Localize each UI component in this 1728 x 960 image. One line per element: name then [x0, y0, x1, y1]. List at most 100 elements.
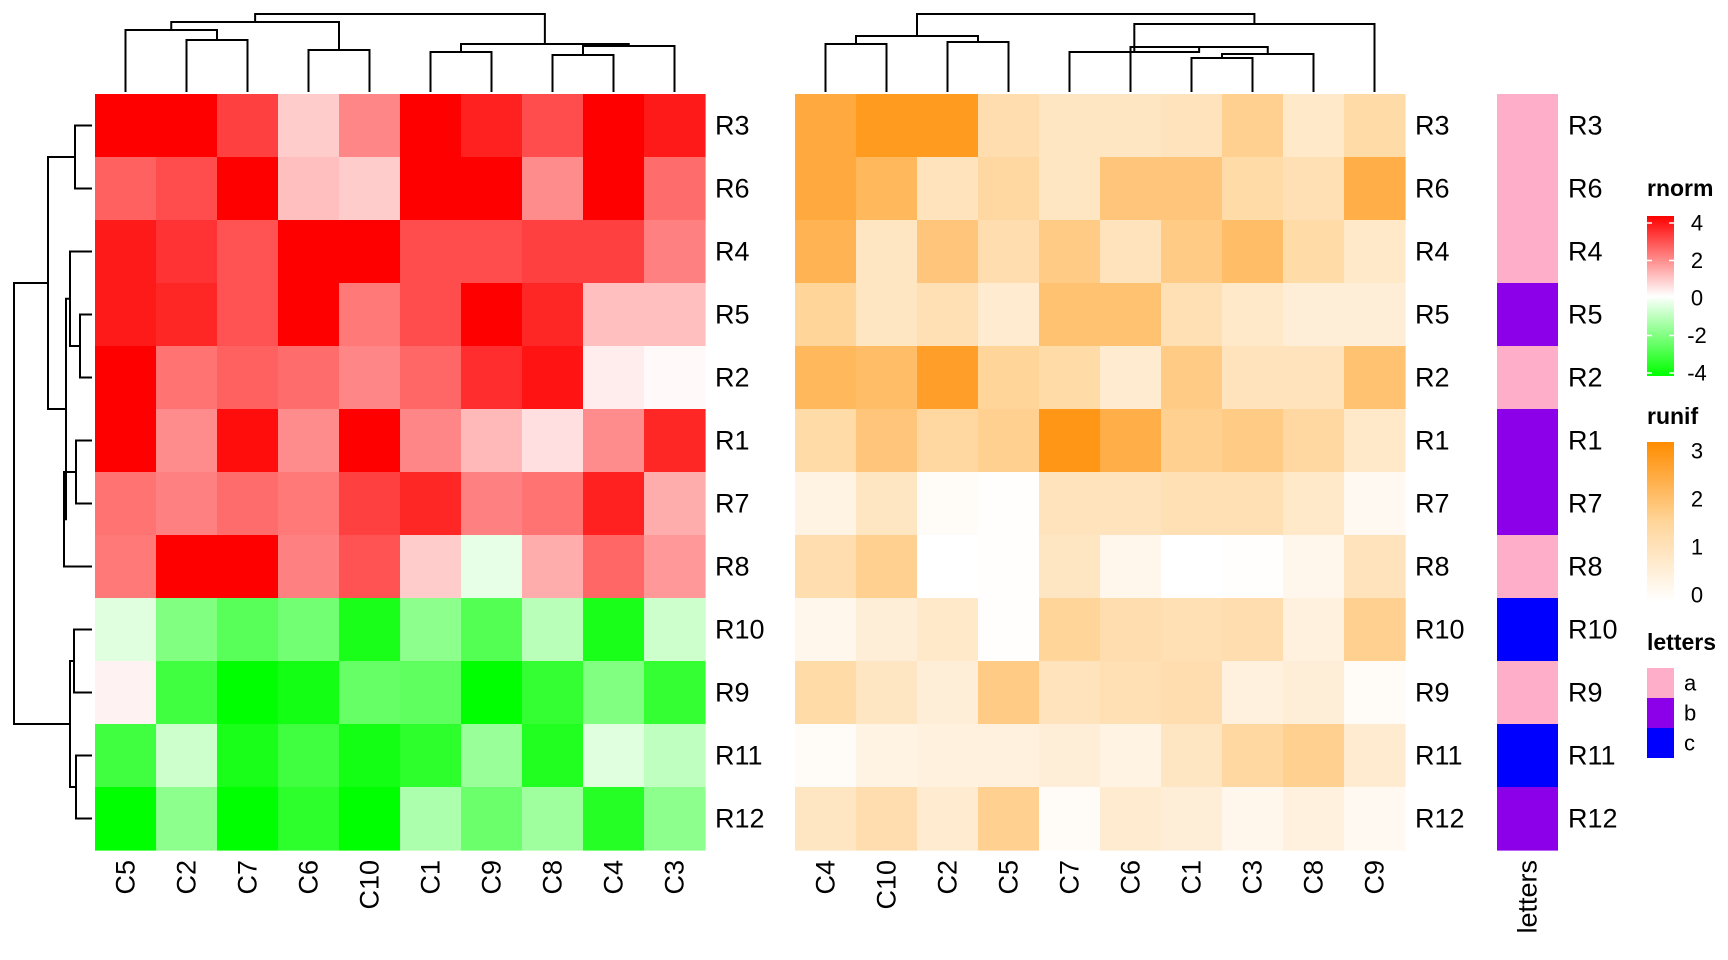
heatmap-cell-runif-R5-C4: [795, 283, 857, 347]
heatmap-cell-rnorm-R12-C7: [217, 787, 279, 851]
heatmap-cell-rnorm-R12-C8: [522, 787, 584, 851]
heatmap-cell-rnorm-R9-C2: [156, 661, 218, 725]
column-dendrogram-branch: [170, 21, 340, 50]
legend-tick-rnorm: 0: [1691, 286, 1703, 311]
column-dendrogram-branch: [254, 13, 546, 44]
column-label: C4: [599, 860, 629, 895]
heatmap-cell-rnorm-R3-C7: [217, 94, 279, 158]
heatmap-cell-rnorm-R2-C9: [461, 346, 523, 410]
row-label: R2: [1568, 363, 1603, 393]
legend-swatch-a: [1647, 668, 1674, 698]
heatmap-cell-rnorm-R8-C10: [339, 535, 401, 599]
heatmap-cell-runif-R9-C10: [856, 661, 918, 725]
heatmap-cell-runif-R9-C7: [1039, 661, 1101, 725]
heatmap-cell-runif-R2-C2: [917, 346, 979, 410]
heatmap-cell-runif-R5-C7: [1039, 283, 1101, 347]
heatmap-cell-runif-R6-C7: [1039, 157, 1101, 221]
row-label: R9: [1415, 678, 1450, 708]
heatmap-cell-runif-R3-C5: [978, 94, 1040, 158]
heatmap-cell-runif-R10-C8: [1283, 598, 1345, 662]
heatmap-cell-rnorm-R3-C6: [278, 94, 340, 158]
heatmap-cell-runif-R11-C9: [1344, 724, 1406, 788]
heatmap-cell-runif-R6-C9: [1344, 157, 1406, 221]
heatmap-cell-runif-R7-C1: [1161, 472, 1223, 536]
heatmap-cell-rnorm-R12-C6: [278, 787, 340, 851]
heatmap-cell-runif-R10-C1: [1161, 598, 1223, 662]
heatmap-cell-rnorm-R10-C1: [400, 598, 462, 662]
heatmap-cell-rnorm-R11-C6: [278, 724, 340, 788]
row-label: R8: [1568, 552, 1603, 582]
legend-swatch-b: [1647, 698, 1674, 728]
row-label: R12: [1415, 804, 1465, 834]
row-label: R4: [1568, 237, 1603, 267]
row-label: R3: [1568, 111, 1603, 141]
row-dendrogram-branch: [73, 628, 92, 694]
heatmap-cell-runif-R10-C5: [978, 598, 1040, 662]
heatmap-cell-rnorm-R1-C8: [522, 409, 584, 473]
row-label: R1: [715, 426, 750, 456]
legend-tick-runif: 1: [1691, 535, 1703, 560]
heatmap-cell-runif-R7-C8: [1283, 472, 1345, 536]
heatmap-cell-rnorm-R3-C8: [522, 94, 584, 158]
heatmap-cell-runif-R12-C6: [1100, 787, 1162, 851]
heatmap-cell-runif-R6-C1: [1161, 157, 1223, 221]
heatmap-cell-rnorm-R5-C4: [583, 283, 645, 347]
heatmap-cell-runif-R3-C3: [1222, 94, 1284, 158]
heatmap-cell-runif-R9-C2: [917, 661, 979, 725]
heatmap-cell-rnorm-R4-C5: [95, 220, 157, 284]
heatmap-cell-rnorm-R12-C1: [400, 787, 462, 851]
column-label: C9: [477, 860, 507, 895]
row-label: R3: [1415, 111, 1450, 141]
heatmap-cell-rnorm-R2-C8: [522, 346, 584, 410]
column-label: C10: [355, 860, 385, 910]
row-label: R11: [1415, 741, 1463, 771]
heatmap-cell-rnorm-R5-C6: [278, 283, 340, 347]
annotation-cell-R12: [1497, 787, 1558, 851]
heatmap-cell-rnorm-R3-C1: [400, 94, 462, 158]
heatmap-cell-rnorm-R7-C4: [583, 472, 645, 536]
heatmap-cell-runif-R1-C6: [1100, 409, 1162, 473]
heatmap-cell-rnorm-R7-C5: [95, 472, 157, 536]
heatmap-cell-runif-R1-C2: [917, 409, 979, 473]
heatmap-cell-rnorm-R8-C9: [461, 535, 523, 599]
heatmap-cell-runif-R8-C5: [978, 535, 1040, 599]
heatmap-cell-runif-R7-C2: [917, 472, 979, 536]
heatmap-cell-rnorm-R3-C2: [156, 94, 218, 158]
heatmap-cell-rnorm-R7-C8: [522, 472, 584, 536]
heatmap-cell-rnorm-R6-C5: [95, 157, 157, 221]
heatmap-cell-rnorm-R6-C1: [400, 157, 462, 221]
row-label: R2: [1415, 363, 1450, 393]
heatmap-cell-runif-R6-C4: [795, 157, 857, 221]
heatmap-cell-runif-R4-C3: [1222, 220, 1284, 284]
heatmap-cell-rnorm-R5-C1: [400, 283, 462, 347]
heatmap-cell-runif-R5-C2: [917, 283, 979, 347]
legend-tick-runif: 2: [1691, 487, 1703, 512]
heatmap-cell-rnorm-R6-C9: [461, 157, 523, 221]
column-dendrogram-branch: [1221, 53, 1315, 92]
heatmap-cell-rnorm-R4-C9: [461, 220, 523, 284]
heatmap-cell-runif-R12-C8: [1283, 787, 1345, 851]
heatmap-cell-runif-R4-C7: [1039, 220, 1101, 284]
row-label: R11: [1568, 741, 1616, 771]
heatmap-cell-rnorm-R8-C7: [217, 535, 279, 599]
heatmap-cell-runif-R7-C6: [1100, 472, 1162, 536]
heatmap-cell-runif-R3-C10: [856, 94, 918, 158]
heatmap-cell-runif-R6-C5: [978, 157, 1040, 221]
heatmap-cell-rnorm-R10-C3: [644, 598, 706, 662]
legend-colorbar-rnorm: [1647, 216, 1674, 376]
heatmap-cell-rnorm-R11-C9: [461, 724, 523, 788]
heatmap-cell-rnorm-R10-C9: [461, 598, 523, 662]
annotation-label: letters: [1513, 860, 1543, 934]
heatmap-cell-runif-R10-C2: [917, 598, 979, 662]
heatmap-cell-runif-R11-C2: [917, 724, 979, 788]
legend-swatch-c: [1647, 728, 1674, 758]
heatmap-cell-rnorm-R11-C10: [339, 724, 401, 788]
row-label: R1: [1415, 426, 1450, 456]
heatmap-cell-runif-R2-C6: [1100, 346, 1162, 410]
legend-tick-rnorm: -2: [1687, 323, 1707, 348]
heatmap-cell-runif-R10-C7: [1039, 598, 1101, 662]
heatmap-cell-runif-R12-C4: [795, 787, 857, 851]
heatmap-cell-runif-R9-C1: [1161, 661, 1223, 725]
row-label: R5: [1415, 300, 1450, 330]
heatmap-cell-rnorm-R5-C7: [217, 283, 279, 347]
